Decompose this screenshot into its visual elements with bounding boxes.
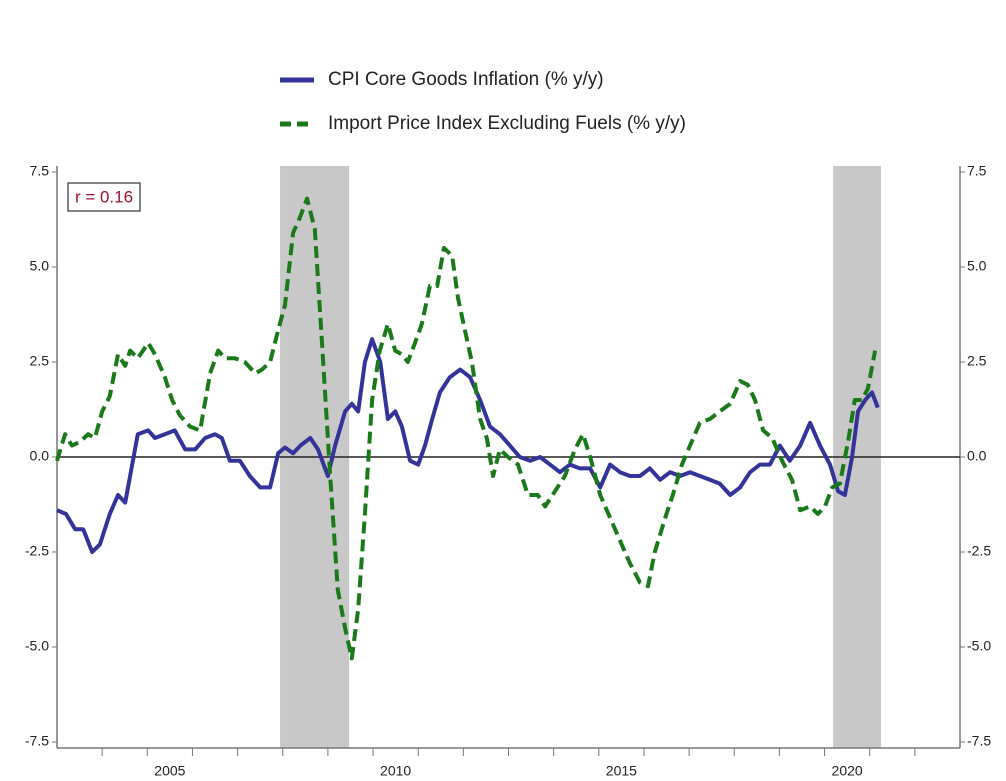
y-tick-label: -5.0 <box>25 638 49 654</box>
y2-tick-label: 2.5 <box>967 353 987 369</box>
y-tick-label: -7.5 <box>25 733 49 749</box>
legend-label: CPI Core Goods Inflation (% y/y) <box>328 69 604 90</box>
y2-tick-label: 7.5 <box>967 163 987 179</box>
y-tick-label: -2.5 <box>25 543 49 559</box>
y-tick-label: 2.5 <box>30 353 50 369</box>
legend-label: Import Price Index Excluding Fuels (% y/… <box>328 113 686 134</box>
x-tick-label: 2020 <box>832 763 863 779</box>
y-tick-label: 0.0 <box>30 448 50 464</box>
y-tick-label: 7.5 <box>30 163 50 179</box>
y2-tick-label: -5.0 <box>967 638 991 654</box>
x-tick-label: 2015 <box>606 763 637 779</box>
annotation: r = 0.16 <box>75 187 133 206</box>
y2-tick-label: -7.5 <box>967 733 991 749</box>
x-tick-label: 2010 <box>380 763 411 779</box>
y-tick-label: 5.0 <box>30 258 50 274</box>
series-line <box>55 196 878 661</box>
y2-tick-label: 5.0 <box>967 258 987 274</box>
annotation-box <box>67 182 141 212</box>
y2-tick-label: 0.0 <box>967 448 987 464</box>
series-line <box>56 337 880 554</box>
y2-tick-label: -2.5 <box>967 543 991 559</box>
x-tick-label: 2005 <box>154 763 185 779</box>
